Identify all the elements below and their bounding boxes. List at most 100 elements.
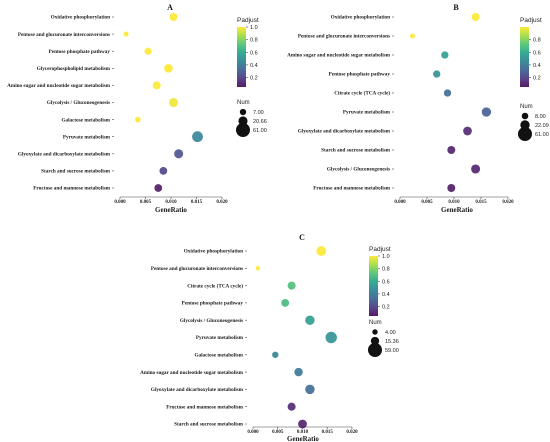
x-axis-label: GeneRatio [155, 206, 187, 214]
term-label: Amino sugar and nucleotide sugar metabol… [287, 53, 391, 59]
data-point [441, 51, 449, 59]
colorbar-tick-label: 0.6 [250, 50, 258, 56]
size-legend-label: 61.00 [253, 128, 267, 134]
colorbar-tick-label: 1.0 [382, 254, 390, 260]
term-label: Pentose phosphate pathway [49, 49, 111, 55]
data-point [169, 97, 179, 108]
size-legend-circle [236, 123, 250, 137]
size-legend-label: 8.00 [535, 114, 546, 120]
colorbar-tick-label: 1.0 [250, 25, 258, 31]
data-point [409, 33, 415, 39]
color-legend-title: Padjust [237, 17, 259, 24]
size-legend-label: 22.09 [535, 123, 549, 129]
data-point [471, 164, 481, 174]
x-tick-label: 0.015 [322, 430, 334, 435]
data-point [447, 184, 456, 192]
data-point [164, 63, 173, 73]
data-point [159, 167, 168, 175]
x-tick-label: 0.015 [475, 200, 487, 205]
data-point [272, 351, 279, 358]
data-point [463, 126, 472, 136]
colorbar [520, 27, 529, 87]
data-point [255, 266, 261, 271]
data-point [287, 402, 296, 411]
size-legend-label: 61.00 [535, 132, 549, 138]
size-legend-circle [518, 127, 532, 141]
x-tick-label: 0.005 [140, 200, 152, 205]
data-point [305, 315, 315, 325]
data-point [481, 107, 492, 117]
size-legend-title: Num [369, 320, 382, 326]
size-legend-label: 4.00 [385, 330, 396, 336]
term-label: Citrate cycle (TCA cycle) [334, 90, 390, 97]
colorbar-tick-label: 0.2 [250, 76, 258, 82]
data-point [287, 281, 296, 290]
data-point [152, 81, 161, 90]
data-point [169, 13, 178, 21]
panel-letter: A [167, 3, 173, 12]
colorbar-tick-label: 0.2 [382, 305, 390, 311]
data-point [144, 47, 152, 55]
color-legend-title: Padjust [520, 17, 542, 24]
data-point [298, 419, 307, 429]
size-legend-circle [368, 343, 382, 357]
term-label: Fructose and mannose metabolism [166, 404, 243, 410]
data-point [443, 89, 452, 97]
size-legend-title: Num [237, 100, 250, 106]
term-label: Glyoxylate and dicarboxylate metabolism [298, 129, 391, 135]
size-legend-label: 59.00 [385, 348, 399, 354]
colorbar-tick-label: 0.2 [533, 76, 541, 82]
data-point [281, 298, 290, 307]
colorbar-tick-label: 0.8 [382, 267, 390, 273]
term-label: Oxidative phosphorylation [51, 15, 110, 21]
colorbar-tick-label: 0.4 [533, 63, 541, 69]
term-label: Starch and sucrose metabolism [321, 148, 391, 154]
term-label: Pentose phosphate pathway [182, 301, 244, 307]
term-label: Glycolysis / Gluconeogenesis [47, 100, 110, 106]
term-label: Glycolysis / Gluconeogenesis [180, 318, 243, 324]
size-legend-circle [238, 116, 248, 126]
data-point [154, 184, 163, 192]
x-axis-label: GeneRatio [441, 206, 473, 214]
panel-a: A 0.000 0.005 0.010 0.015 0.020 GeneRatio Oxida… [7, 3, 267, 214]
panel-letter: B [453, 3, 459, 12]
panel-c: C 0.000 0.005 0.010 0.015 0.020 GeneRatio Oxida… [140, 233, 399, 442]
size-legend-circle [239, 108, 247, 116]
term-label: Starch and sucrose metabolism [41, 169, 111, 175]
term-label: Glycolysis / Gluconeogenesis [327, 167, 390, 173]
colorbar [369, 256, 378, 316]
x-tick-label: 0.020 [346, 430, 358, 435]
size-legend-label: 7.00 [253, 110, 264, 116]
colorbar-tick-label: 0.6 [382, 279, 390, 285]
data-point [325, 331, 337, 344]
term-label: Pentose and glucuronate interconversions [298, 34, 390, 40]
term-label: Citrate cycle (TCA cycle) [187, 282, 243, 289]
size-legend-circle [520, 120, 530, 130]
term-label: Fructose and mannose metabolism [313, 186, 390, 192]
x-tick-label: 0.010 [165, 200, 177, 205]
size-legend-label: 15.36 [385, 339, 399, 345]
data-point [294, 367, 303, 377]
colorbar-tick-label: 0.8 [250, 38, 258, 44]
panel-b: B 0.000 0.005 0.010 0.015 0.020 GeneRatio Oxida… [287, 3, 549, 214]
x-tick-label: 0.005 [421, 200, 433, 205]
data-point [447, 146, 456, 154]
x-tick-label: 0.000 [247, 430, 259, 435]
x-tick-label: 0.015 [191, 200, 203, 205]
x-tick-label: 0.005 [272, 430, 284, 435]
x-tick-label: 0.010 [297, 430, 309, 435]
term-label: Galactose metabolism [194, 353, 243, 359]
term-label: Glycerophospholipid metabolism [37, 66, 111, 72]
data-point [174, 149, 184, 159]
term-label: Starch and sucrose metabolism [174, 422, 244, 428]
color-legend-title: Padjust [369, 246, 391, 253]
x-tick-label: 0.010 [448, 200, 460, 205]
term-label: Amino sugar and nucleotide sugar metabol… [7, 83, 111, 89]
data-point [433, 70, 441, 78]
term-label: Pyruvate metabolism [343, 110, 391, 116]
panel-letter: C [299, 233, 305, 242]
data-point [192, 131, 203, 143]
term-label: Oxidative phosphorylation [331, 15, 390, 21]
data-point [305, 384, 315, 395]
